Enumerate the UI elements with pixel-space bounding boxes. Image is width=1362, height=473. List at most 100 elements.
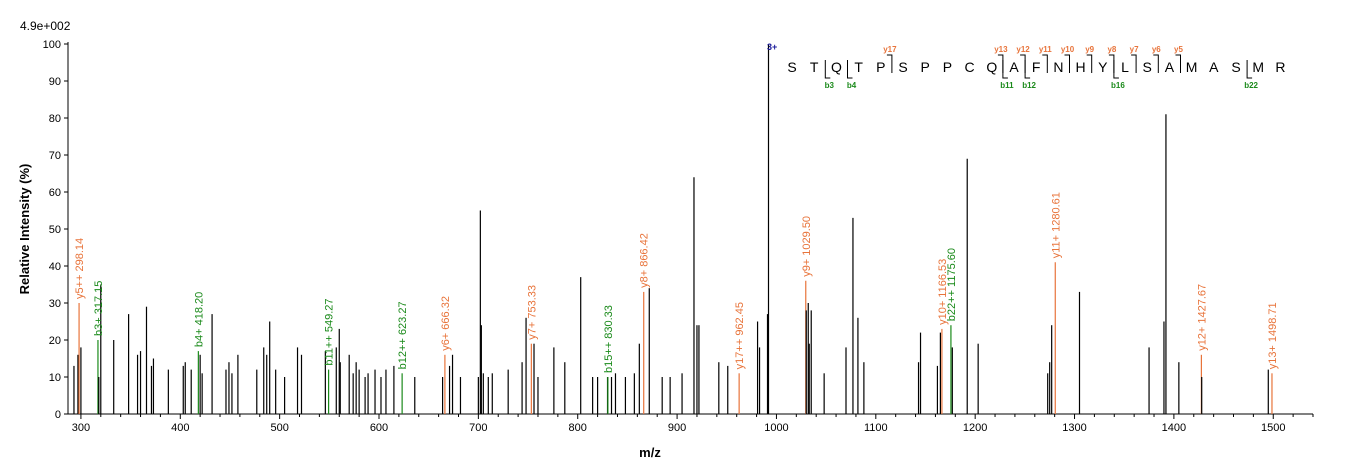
sequence-residue: C: [965, 59, 975, 75]
sequence-residue: S: [787, 59, 796, 75]
y-fragment-label: y6: [1152, 45, 1161, 54]
y-fragment-marker: [1175, 54, 1181, 73]
x-tick-label: 800: [569, 422, 587, 434]
b-fragment-label: b16: [1111, 81, 1125, 90]
y-fragment-marker: [886, 54, 893, 73]
peak-label: b22++ 1175.60: [946, 248, 958, 321]
y-tick-label: 30: [49, 298, 61, 310]
x-axis-title: m/z: [639, 445, 661, 460]
b-fragment-label: b22: [1244, 81, 1258, 90]
y-tick-label: 60: [49, 187, 61, 199]
y-tick-label: 20: [49, 335, 61, 347]
y-fragment-label: y9: [1085, 45, 1094, 54]
y-tick-label: 100: [43, 39, 61, 51]
sequence-residue: T: [810, 59, 819, 75]
sequence-residue: Q: [986, 59, 997, 75]
sequence-residue: N: [1053, 59, 1063, 75]
sequence-residue: A: [1209, 59, 1219, 75]
y-tick-label: 40: [49, 261, 61, 273]
sequence-residue: Y: [1098, 59, 1108, 75]
x-tick-label: 400: [171, 422, 189, 434]
y-tick-label: 90: [49, 76, 61, 88]
y-tick-label: 70: [49, 150, 61, 162]
x-tick-label: 500: [270, 422, 288, 434]
sequence-residue: M: [1186, 59, 1198, 75]
y-axis-title: Relative Intensity (%): [17, 164, 32, 295]
peak-label: y13+ 1498.71: [1267, 302, 1279, 369]
y-fragment-marker: [1153, 54, 1159, 73]
sequence-residue: Q: [831, 59, 842, 75]
b-fragment-label: b11: [1000, 81, 1014, 90]
peak-label: b15++ 830.33: [603, 305, 615, 373]
x-tick-label: 1000: [764, 422, 788, 434]
b-fragment-label: b3: [825, 81, 835, 90]
y-fragment-label: y7: [1130, 45, 1139, 54]
peak-label: b4+ 418.20: [193, 292, 205, 347]
peak-label: y6+ 666.32: [440, 296, 452, 351]
x-tick-label: 900: [668, 422, 686, 434]
y-fragment-label: y10: [1061, 45, 1075, 54]
peak-label: y7+ 753.33: [526, 285, 538, 340]
b-fragment-marker: [847, 60, 853, 79]
b-fragment-marker: [1024, 60, 1031, 79]
sequence-residue: H: [1076, 59, 1086, 75]
x-tick-label: 1300: [1062, 422, 1086, 434]
peak-label: b12++ 623.27: [397, 301, 409, 369]
axes: 0 10 20 30 40 50 60 70 80 90 100 300 400 500 600 700 800…: [43, 39, 1314, 434]
peak-labels: y5++ 298.14 b3+ 317.15 b4+ 418.20 b11++ 549…: [74, 192, 1279, 373]
peak-label: y10+ 1166.53: [937, 259, 949, 325]
y-fragment-label: y11: [1039, 45, 1052, 54]
x-tick-label: 300: [72, 422, 90, 434]
b-fragment-marker: [1002, 60, 1008, 79]
peak-label: y12+ 1427.67: [1196, 284, 1208, 351]
peak-label: y9+ 1029.50: [801, 216, 813, 277]
x-tick-label: 1100: [864, 422, 888, 434]
sequence-residue: P: [921, 59, 930, 75]
y-fragment-label: y17: [883, 45, 897, 54]
x-tick-label: 600: [370, 422, 388, 434]
y-tick-label: 10: [49, 372, 61, 384]
y-fragment-marker: [1064, 54, 1070, 73]
peak-label: y5++ 298.14: [74, 238, 86, 299]
sequence-residue: L: [1121, 59, 1129, 75]
sequence-residue: A: [1165, 59, 1175, 75]
peak-label: y11+ 1280.61: [1050, 192, 1062, 258]
y-fragment-marker: [1020, 54, 1026, 73]
y-fragment-label: y12: [1016, 45, 1030, 54]
y-fragment-marker: [997, 54, 1004, 73]
sequence-residue: P: [876, 59, 885, 75]
y-fragment-marker: [1086, 54, 1093, 73]
b-fragment-marker: [1246, 60, 1253, 79]
sequence-residue: A: [1009, 59, 1019, 75]
y-fragment-label: y13: [994, 45, 1008, 54]
peak-label: b11++ 549.27: [324, 299, 336, 366]
y-tick-label: 80: [49, 113, 61, 125]
peaks: [73, 44, 1273, 414]
sequence-residue: S: [1143, 59, 1152, 75]
sequence-residue: M: [1252, 59, 1264, 75]
b-fragment-label: b12: [1022, 81, 1036, 90]
y-tick-label: 50: [49, 224, 61, 236]
sequence-residue: T: [854, 59, 863, 75]
precursor-charge-label: 3+: [767, 42, 777, 52]
x-tick-label: 1500: [1261, 422, 1285, 434]
peak-label: y17++ 962.45: [734, 302, 746, 369]
peak-label: b3+ 317.15: [93, 281, 105, 336]
b-fragment-label: b4: [847, 81, 857, 90]
x-tick-label: 700: [469, 422, 487, 434]
y-fragment-label: y5: [1174, 45, 1183, 54]
peak-label: y8+ 866.42: [639, 233, 651, 288]
sequence-residue: S: [898, 59, 907, 75]
sequence-residue: S: [1231, 59, 1240, 75]
intensity-scale-label: 4.9e+002: [20, 19, 71, 33]
y-fragment-label: y8: [1107, 45, 1116, 54]
y-fragment-marker: [1108, 54, 1115, 73]
b-fragment-marker: [824, 60, 831, 79]
x-tick-label: 1400: [1162, 422, 1186, 434]
sequence-residue: F: [1032, 59, 1041, 75]
b-fragment-marker: [1113, 60, 1119, 79]
x-tick-label: 1200: [963, 422, 987, 434]
y-fragment-marker: [1042, 54, 1048, 73]
